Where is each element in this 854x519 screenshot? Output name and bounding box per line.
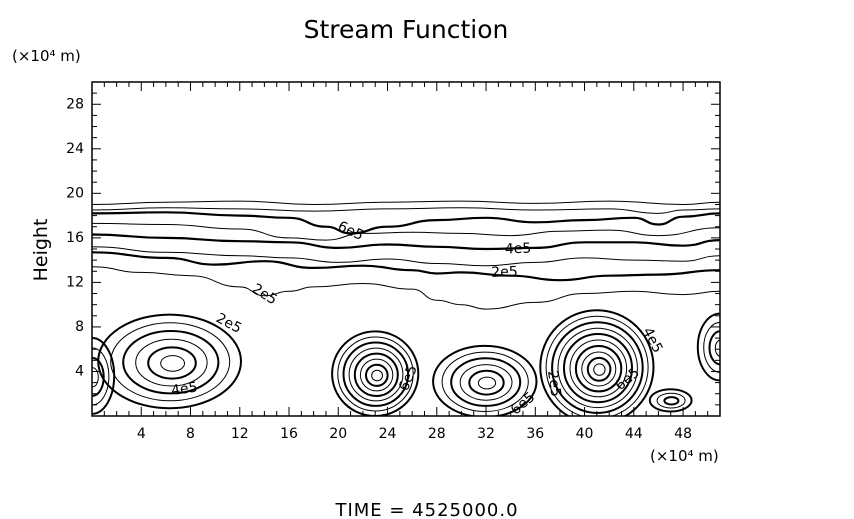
y-tick-label: 28 — [66, 96, 84, 112]
upper-contour-2 — [92, 207, 720, 214]
cell-x32-ring-6 — [477, 376, 497, 390]
cell-x41-ring-7 — [574, 345, 623, 393]
cell-right-edge-ring-2 — [703, 321, 720, 373]
upper-contour-1 — [92, 200, 720, 206]
x-tick-label: 48 — [674, 426, 692, 442]
cell-x6-ring-3 — [122, 330, 220, 395]
cell-x32-ring-3 — [450, 357, 522, 407]
cell-x23-ring-5 — [353, 352, 399, 397]
cell-right-edge-ring-4 — [714, 339, 720, 357]
cell-left-edge-ring-4 — [92, 367, 99, 388]
x-tick-label: 44 — [625, 426, 643, 442]
upper-contour-8 — [92, 266, 720, 310]
y-tick-label: 4 — [75, 364, 84, 380]
cell-x32-ring-1 — [432, 344, 538, 416]
y-tick-label: 20 — [66, 185, 84, 201]
plot-frame — [91, 81, 721, 417]
x-tick-label: 12 — [231, 426, 249, 442]
x-tick-label: 4 — [137, 426, 146, 442]
cell-x41-ring-9 — [586, 356, 612, 382]
cell-x6-ring-6 — [160, 355, 186, 372]
upper-contour-4 — [92, 222, 720, 241]
chart-title: Stream Function — [304, 15, 509, 44]
cell-x23-ring-3 — [342, 341, 410, 407]
contour-label-4: 2e5 — [249, 281, 280, 309]
cell-x32-ring-2 — [441, 351, 529, 412]
cell-x41-ring-6 — [569, 339, 628, 398]
time-footer: TIME = 4525000.0 — [334, 500, 518, 519]
y-axis-label: Height — [30, 219, 52, 282]
contour-label-2: 4e5 — [505, 241, 532, 258]
cell-x23-ring-8 — [371, 369, 384, 382]
y-tick-label: 24 — [66, 141, 84, 157]
cell-x41-ring-2 — [545, 315, 649, 416]
upper-contour-7 — [92, 251, 720, 282]
upper-contour-6 — [92, 246, 720, 267]
cell-x23-ring-4 — [348, 347, 404, 402]
cell-x41-ring-3 — [551, 321, 644, 415]
upper-contour-3 — [92, 211, 720, 235]
contour-label-10: 4e5 — [639, 325, 666, 356]
x-tick-label: 16 — [280, 426, 298, 442]
cell-x6-ring-1 — [97, 313, 243, 410]
x-tick-label: 28 — [428, 426, 446, 442]
x-tick-label: 32 — [477, 426, 495, 442]
x-tick-label: 20 — [329, 426, 347, 442]
cell-x41-ring-10 — [593, 363, 606, 376]
cell-x32-ring-4 — [459, 364, 513, 401]
x-tick-label: 40 — [576, 426, 594, 442]
cell-x6-ring-4 — [135, 338, 208, 387]
cell-x41-ring-8 — [581, 351, 617, 387]
contour-label-1: 6e5 — [335, 218, 366, 244]
cell-x41-ring-4 — [557, 327, 638, 409]
x-unit-label: (×10⁴ m) — [650, 447, 719, 465]
cell-x6-ring-5 — [147, 346, 197, 380]
cell-x23-ring-7 — [365, 363, 389, 387]
cell-right-edge-ring-3 — [708, 330, 720, 366]
upper-contour-5 — [92, 233, 720, 251]
x-tick-label: 24 — [379, 426, 397, 442]
y-tick-label: 16 — [66, 230, 84, 246]
y-tick-label: 8 — [75, 319, 84, 335]
contour-lines — [92, 200, 720, 416]
y-unit-label: (×10⁴ m) — [12, 47, 81, 65]
contour-label-3: 2e5 — [491, 264, 518, 281]
x-tick-label: 8 — [186, 426, 195, 442]
cell-x41-ring-1 — [539, 309, 655, 416]
cell-x6-ring-2 — [110, 322, 231, 402]
cell-x23-ring-6 — [359, 358, 394, 392]
y-tick-label: 12 — [66, 274, 84, 290]
x-tick-label: 36 — [526, 426, 544, 442]
contour-label-8: 2e5 — [544, 369, 564, 397]
contour-label-5: 2e5 — [213, 310, 244, 337]
cell-x32-ring-5 — [468, 369, 505, 396]
cell-x41-ring-5 — [563, 333, 633, 404]
contour-label-6: 4e5 — [170, 380, 198, 400]
cell-x47-ring-2 — [656, 392, 686, 409]
cell-x47-ring-3 — [663, 396, 680, 406]
cell-x23-ring-1 — [331, 330, 420, 416]
